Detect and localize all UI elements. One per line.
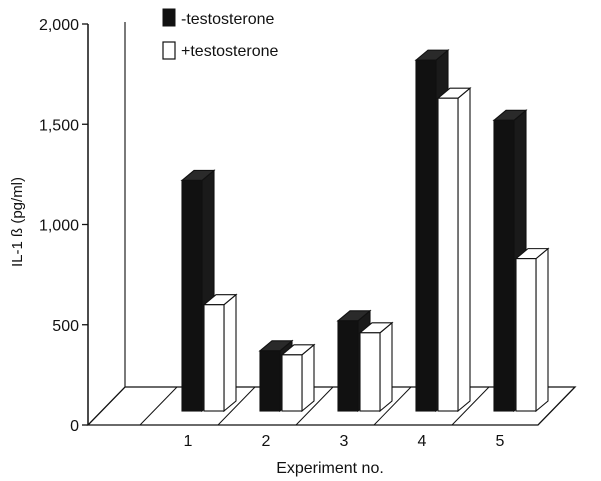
bar-plus-testosterone [436,87,472,413]
bar-minus-testosterone-front [337,320,359,412]
bar-plus-testosterone-side [535,247,549,413]
bar-plus-testosterone-front [437,97,459,412]
bar-plus-testosterone-side [301,343,315,413]
y-tick-label: 2,000 [39,17,79,34]
legend-swatch-plus [162,41,176,60]
y-tick-label: 500 [52,318,79,335]
y-axis-label: IL-1 ß (pg/ml) [9,177,26,267]
bar-minus-testosterone-front [181,179,203,412]
chart-bars [180,48,550,413]
bar-plus-testosterone [358,321,394,413]
x-tick-label: 2 [262,433,271,450]
bar-minus-testosterone-front [259,350,281,412]
chart-axes [82,22,126,426]
x-tick-label: 1 [184,433,193,450]
bar-plus-testosterone-side [223,293,237,413]
floor-divider [217,386,256,426]
y-tick-label: 0 [70,418,79,435]
bar-plus-testosterone-side [457,87,471,413]
bar-plus-testosterone-side [379,321,393,413]
bar-plus-testosterone [280,343,316,413]
chart-legend: -testosterone +testosterone [162,8,279,60]
x-axis-label: Experiment no. [276,460,384,477]
bar-plus-testosterone [514,247,550,413]
bar-minus-testosterone-front [493,119,515,412]
bar-plus-testosterone-front [281,354,303,412]
bar-minus-testosterone-front [415,59,437,412]
bar-plus-testosterone-front [515,258,537,412]
legend-swatch-minus [162,8,176,27]
chart-labels: Experiment no. IL-1 ß (pg/ml) 0 500 1,000 1… [9,17,505,477]
floor-divider [295,386,334,426]
x-tick-label: 5 [496,433,505,450]
x-tick-label: 3 [340,433,349,450]
floor-divider [139,386,178,426]
bar-plus-testosterone-front [203,304,225,412]
floor-divider [451,386,490,426]
y-tick-label: 1,500 [39,117,79,134]
x-tick-label: 4 [418,433,427,450]
legend-label-plus: +testosterone [181,43,279,60]
floor-divider [373,386,412,426]
bar-plus-testosterone [202,293,238,413]
y-tick-label: 1,000 [39,218,79,235]
bar-plus-testosterone-front [359,332,381,412]
legend-label-minus: -testosterone [181,11,274,28]
